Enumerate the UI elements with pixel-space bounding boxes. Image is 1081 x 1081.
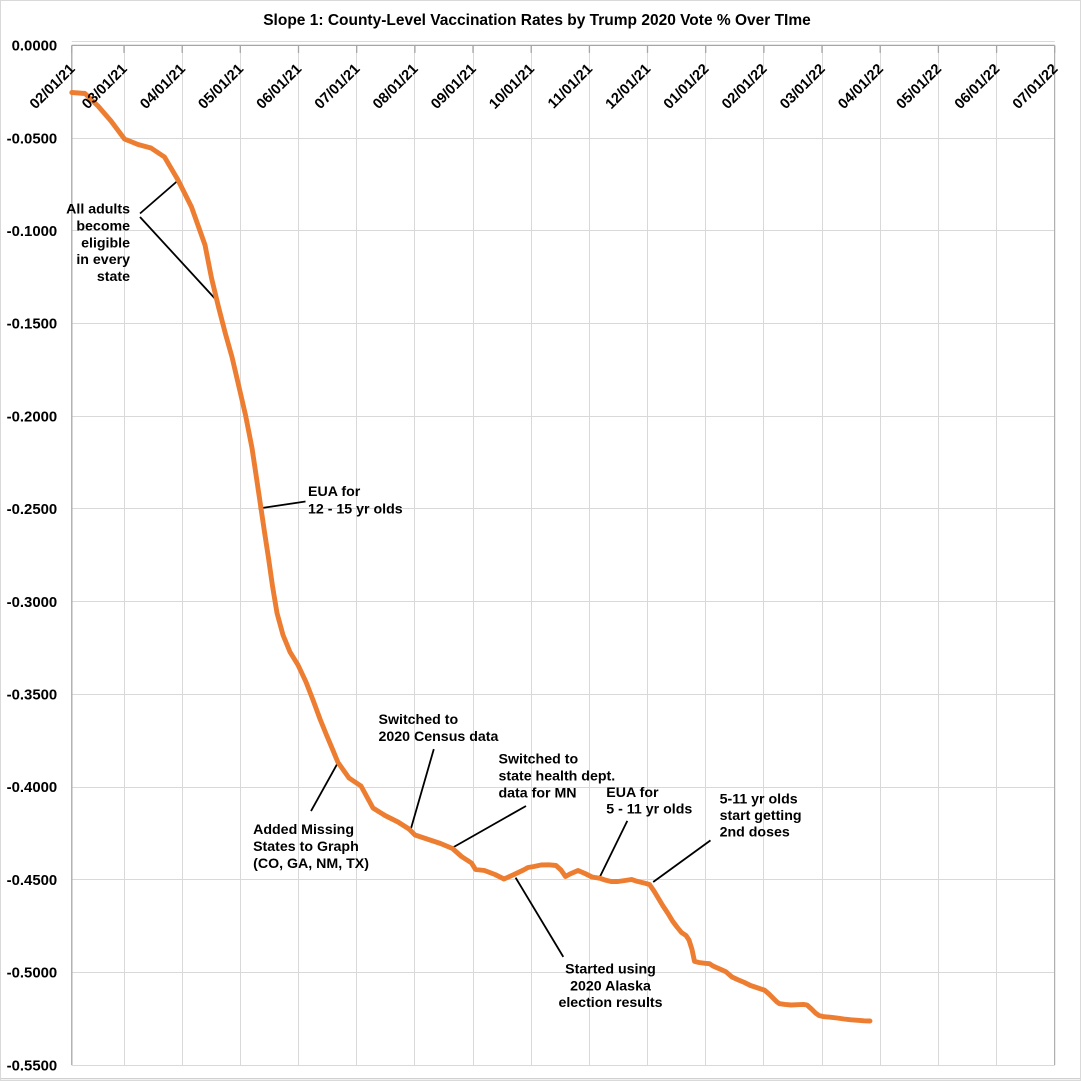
svg-text:EUA for: EUA for (606, 785, 659, 801)
svg-text:-0.0500: -0.0500 (7, 131, 58, 147)
svg-text:state: state (97, 269, 130, 285)
svg-text:-0.1000: -0.1000 (7, 224, 58, 240)
svg-text:Added Missing: Added Missing (253, 822, 354, 838)
svg-text:data for MN: data for MN (499, 786, 577, 802)
svg-text:12 - 15 yr olds: 12 - 15 yr olds (308, 501, 403, 517)
svg-text:state health dept.: state health dept. (499, 769, 616, 785)
svg-text:-0.3000: -0.3000 (7, 595, 58, 611)
svg-text:Switched to: Switched to (499, 752, 579, 768)
svg-text:Switched to: Switched to (379, 712, 459, 728)
svg-text:-0.2500: -0.2500 (7, 502, 58, 518)
svg-text:-0.1500: -0.1500 (7, 317, 58, 333)
svg-text:-0.2000: -0.2000 (7, 409, 58, 425)
svg-text:-0.4000: -0.4000 (7, 780, 58, 796)
svg-text:2020 Census data: 2020 Census data (379, 729, 499, 745)
svg-text:States to Graph: States to Graph (253, 839, 359, 855)
svg-text:in every: in every (76, 252, 130, 268)
svg-text:All adults: All adults (66, 202, 130, 218)
svg-text:become: become (76, 219, 130, 235)
svg-text:2nd doses: 2nd doses (720, 825, 790, 841)
svg-text:Slope 1: County-Level Vaccinat: Slope 1: County-Level Vaccination Rates … (263, 12, 811, 29)
svg-text:0.0000: 0.0000 (12, 39, 58, 55)
svg-text:5-11 yr olds: 5-11 yr olds (720, 791, 798, 807)
svg-text:eligible: eligible (81, 235, 130, 251)
svg-text:5 - 11 yr olds: 5 - 11 yr olds (606, 802, 692, 818)
svg-text:-0.4500: -0.4500 (7, 873, 58, 889)
svg-text:-0.5000: -0.5000 (7, 966, 58, 982)
svg-text:EUA for: EUA for (308, 484, 361, 500)
svg-text:Started using: Started using (565, 962, 656, 978)
svg-text:-0.3500: -0.3500 (7, 688, 58, 704)
svg-text:2020 Alaska: 2020 Alaska (570, 978, 651, 994)
svg-text:-0.5500: -0.5500 (7, 1058, 58, 1074)
svg-text:election results: election results (558, 995, 662, 1011)
svg-text:(CO, GA, NM, TX): (CO, GA, NM, TX) (253, 856, 369, 872)
svg-text:start getting: start getting (720, 808, 802, 824)
